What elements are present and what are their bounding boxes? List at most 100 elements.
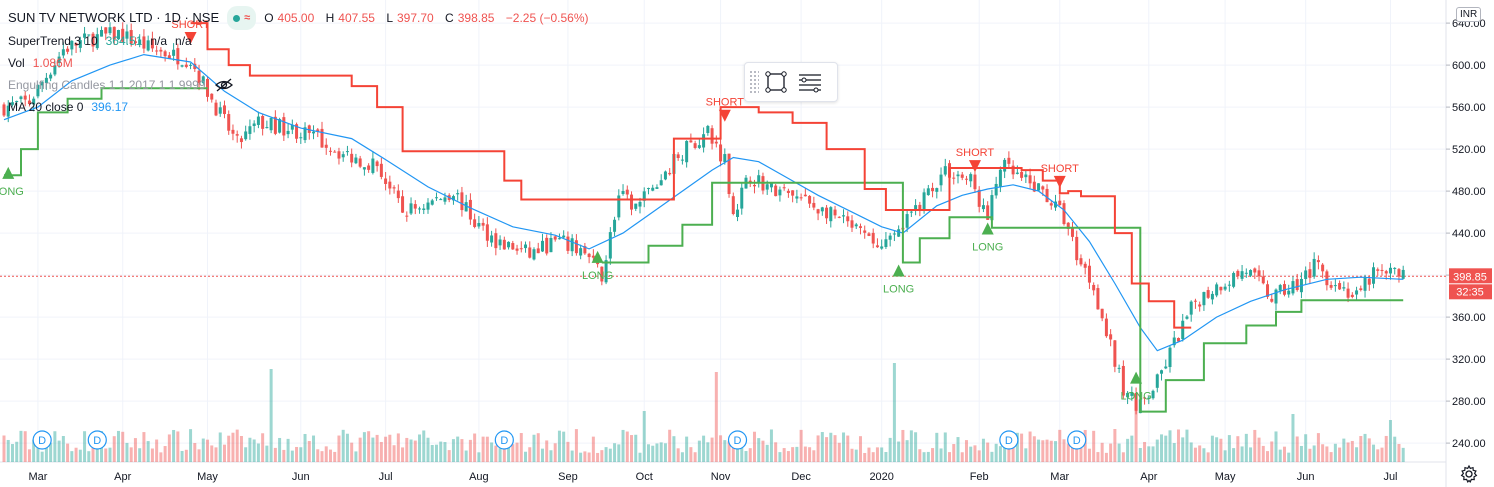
market-status-pill[interactable]: ≈	[227, 6, 257, 30]
candle-body	[880, 246, 884, 249]
long-label: LONG	[1120, 391, 1151, 403]
candle-body	[91, 33, 95, 47]
candle-body	[579, 248, 583, 256]
candle-body	[286, 130, 290, 135]
volume-bar	[142, 432, 146, 462]
volume-bar	[1393, 436, 1397, 462]
candle-body	[278, 119, 282, 133]
floating-drawing-toolbar	[744, 62, 838, 102]
volume-bar	[451, 439, 455, 462]
candle-body	[468, 199, 472, 220]
engulfing-legend[interactable]: Engulfing Candles 1 1 2017 1 1 9999	[8, 74, 593, 96]
candle-body	[1367, 278, 1371, 285]
candle-body	[133, 41, 137, 44]
candle-body	[507, 241, 511, 248]
volume-bar	[1079, 437, 1083, 462]
volume-bar	[1117, 443, 1121, 462]
candle-body	[456, 193, 460, 195]
volume-bar	[197, 449, 201, 462]
market-open-icon	[233, 14, 241, 22]
open-value: 405.00	[277, 11, 315, 25]
candle-body	[409, 203, 413, 214]
drag-handle[interactable]	[749, 70, 759, 94]
volume-bar	[167, 434, 171, 462]
volume-bar	[808, 447, 812, 462]
candle-body	[1321, 264, 1325, 272]
volume-bar	[10, 444, 14, 462]
volume-bar	[617, 444, 621, 462]
ma-line	[3, 53, 1404, 352]
volume-bar	[706, 442, 710, 462]
volume-bar	[176, 431, 180, 462]
candle-body	[663, 171, 667, 180]
volume-bar	[634, 434, 638, 462]
candle-body	[1210, 293, 1214, 300]
volume-bar	[95, 444, 99, 462]
candle-body	[1041, 186, 1045, 190]
candle-body	[125, 31, 129, 39]
candle-body	[282, 117, 286, 136]
supertrend-na2: n/a	[175, 34, 192, 48]
candle-body	[625, 189, 629, 195]
select-area-button[interactable]	[759, 67, 793, 97]
volume-bar	[702, 435, 706, 462]
volume-bar	[91, 441, 95, 462]
volume-bar	[663, 443, 667, 462]
dividend-label: D	[38, 435, 46, 447]
candle-body	[350, 153, 354, 163]
volume-bar	[918, 449, 922, 462]
candle-body	[702, 134, 706, 148]
volume-bar	[922, 452, 926, 462]
gear-icon[interactable]	[1459, 464, 1479, 484]
time-tick-label: Apr	[1140, 471, 1157, 483]
candle-body	[494, 233, 498, 249]
volume-bar	[1266, 451, 1270, 462]
change-value: −2.25 (−0.56%)	[505, 11, 589, 25]
candle-body	[1388, 267, 1392, 274]
candle-body	[825, 207, 829, 219]
supertrend-legend[interactable]: SuperTrend 3 10 364.51 n/a n/a	[8, 30, 593, 52]
candle-body	[15, 100, 19, 102]
volume-bar	[545, 440, 549, 462]
hidden-eye-icon[interactable]	[214, 77, 234, 93]
candle-body	[1130, 392, 1134, 396]
candle-body	[388, 181, 392, 189]
symbol-title[interactable]: SUN TV NETWORK LTD · 1D · NSE	[8, 10, 220, 25]
candle-body	[1338, 283, 1342, 290]
candle-body	[121, 28, 125, 42]
ma-legend[interactable]: MA 20 close 0 396.17	[8, 96, 593, 118]
volume-bar	[608, 448, 612, 462]
candle-body	[905, 214, 909, 228]
supertrend-up-line	[4, 87, 1404, 413]
short-arrow	[718, 109, 731, 122]
volume-bar	[1304, 434, 1308, 462]
volume-bar	[333, 451, 337, 462]
volume-bar	[875, 447, 879, 462]
volume-bar	[909, 430, 913, 462]
candle-body	[842, 215, 846, 217]
candle-body	[553, 236, 557, 240]
volume-bar	[464, 450, 468, 462]
currency-badge[interactable]: INR	[1456, 7, 1482, 22]
candle-body	[1070, 227, 1074, 237]
volume-bar	[1168, 430, 1172, 462]
volume-bar	[714, 372, 718, 462]
volume-bar	[49, 442, 53, 462]
candle-body	[61, 49, 65, 56]
volume-bar	[70, 451, 74, 462]
volume-bar	[138, 448, 142, 462]
candle-body	[1049, 203, 1053, 206]
volume-bar	[1087, 448, 1091, 462]
time-axis: Mar Apr May Jun Jul Aug Sep Oct Nov Dec 2020 Feb Mar…	[28, 471, 1397, 483]
candle-body	[617, 195, 621, 218]
candle-body	[1376, 269, 1380, 271]
candle-body	[731, 196, 735, 214]
volume-bar	[532, 434, 536, 462]
volume-legend[interactable]: Vol 1.086M	[8, 52, 593, 74]
volume-bar	[422, 430, 426, 462]
candle-body	[646, 188, 650, 190]
volume-bar	[744, 451, 748, 462]
short-label: SHORT	[171, 19, 210, 31]
object-tree-button[interactable]	[793, 67, 827, 97]
